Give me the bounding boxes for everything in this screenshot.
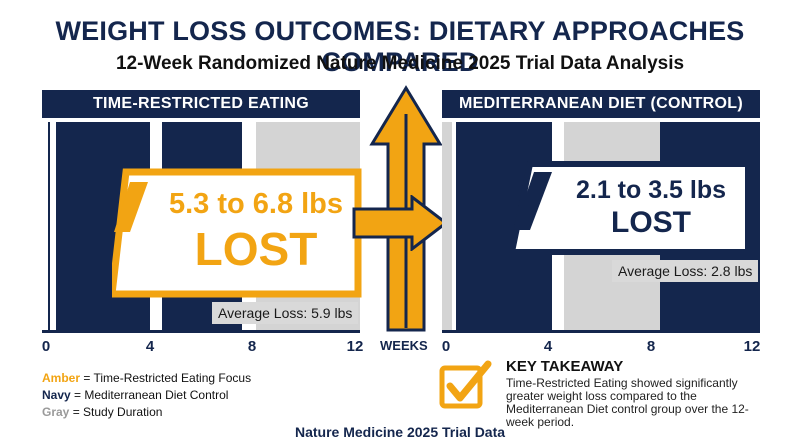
legend-item-gray: Gray = Study Duration <box>42 405 162 419</box>
tick-label: 4 <box>145 338 155 355</box>
legend-key: Navy <box>42 388 71 402</box>
tick-label: 0 <box>441 338 451 355</box>
stripe <box>42 122 48 330</box>
stripe-gray-duration <box>442 122 452 330</box>
legend-text: = Time-Restricted Eating Focus <box>80 371 252 385</box>
legend-text: = Mediterranean Diet Control <box>70 388 229 402</box>
right-arrow-icon <box>352 195 449 251</box>
axis-line-left <box>42 330 360 333</box>
legend-key: Gray <box>42 405 70 419</box>
footer-source: Nature Medicine 2025 Trial Data <box>294 424 506 440</box>
legend-text: = Study Duration <box>69 405 163 419</box>
result-box-mediterranean <box>512 161 751 255</box>
page-title: WEIGHT LOSS OUTCOMES: DIETARY APPROACHES… <box>55 16 745 77</box>
legend-item-navy: Navy = Mediterranean Diet Control <box>42 388 228 402</box>
takeaway-body: Time-Restricted Eating showed significan… <box>506 376 749 429</box>
checkmark-icon <box>439 360 492 409</box>
average-label-time-restricted: Average Loss: 5.9 lbs <box>212 302 359 324</box>
takeaway-title: KEY TAKEAWAY <box>506 358 624 375</box>
tick-label: 0 <box>41 338 51 355</box>
stripe <box>48 122 56 330</box>
result-box-time-restricted <box>112 168 362 298</box>
tick-label: 8 <box>247 338 257 355</box>
axis-line-right <box>442 330 760 333</box>
tick-label: 8 <box>646 338 656 355</box>
tick-label: 12 <box>346 338 364 355</box>
panel-header-mediterranean: MEDITERRANEAN DIET (CONTROL) <box>442 90 760 118</box>
range-text-time-restricted: 5.3 to 6.8 lbs <box>168 188 344 220</box>
average-label-mediterranean: Average Loss: 2.8 lbs <box>612 260 759 282</box>
page-subtitle: 12-Week Randomized Nature Medicine 2025 … <box>115 53 685 74</box>
legend-key: Amber <box>42 371 81 385</box>
range-text-mediterranean: 2.1 to 3.5 lbs <box>575 176 727 204</box>
tick-label: 4 <box>543 338 553 355</box>
legend-item-amber: Amber = Time-Restricted Eating Focus <box>42 371 251 385</box>
x-axis-label: WEEKS <box>380 338 428 353</box>
panel-header-time-restricted: TIME-RESTRICTED EATING <box>42 90 360 118</box>
lost-text-mediterranean: LOST <box>611 206 691 239</box>
tick-label: 12 <box>743 338 761 355</box>
lost-text-time-restricted: LOST <box>194 223 318 275</box>
